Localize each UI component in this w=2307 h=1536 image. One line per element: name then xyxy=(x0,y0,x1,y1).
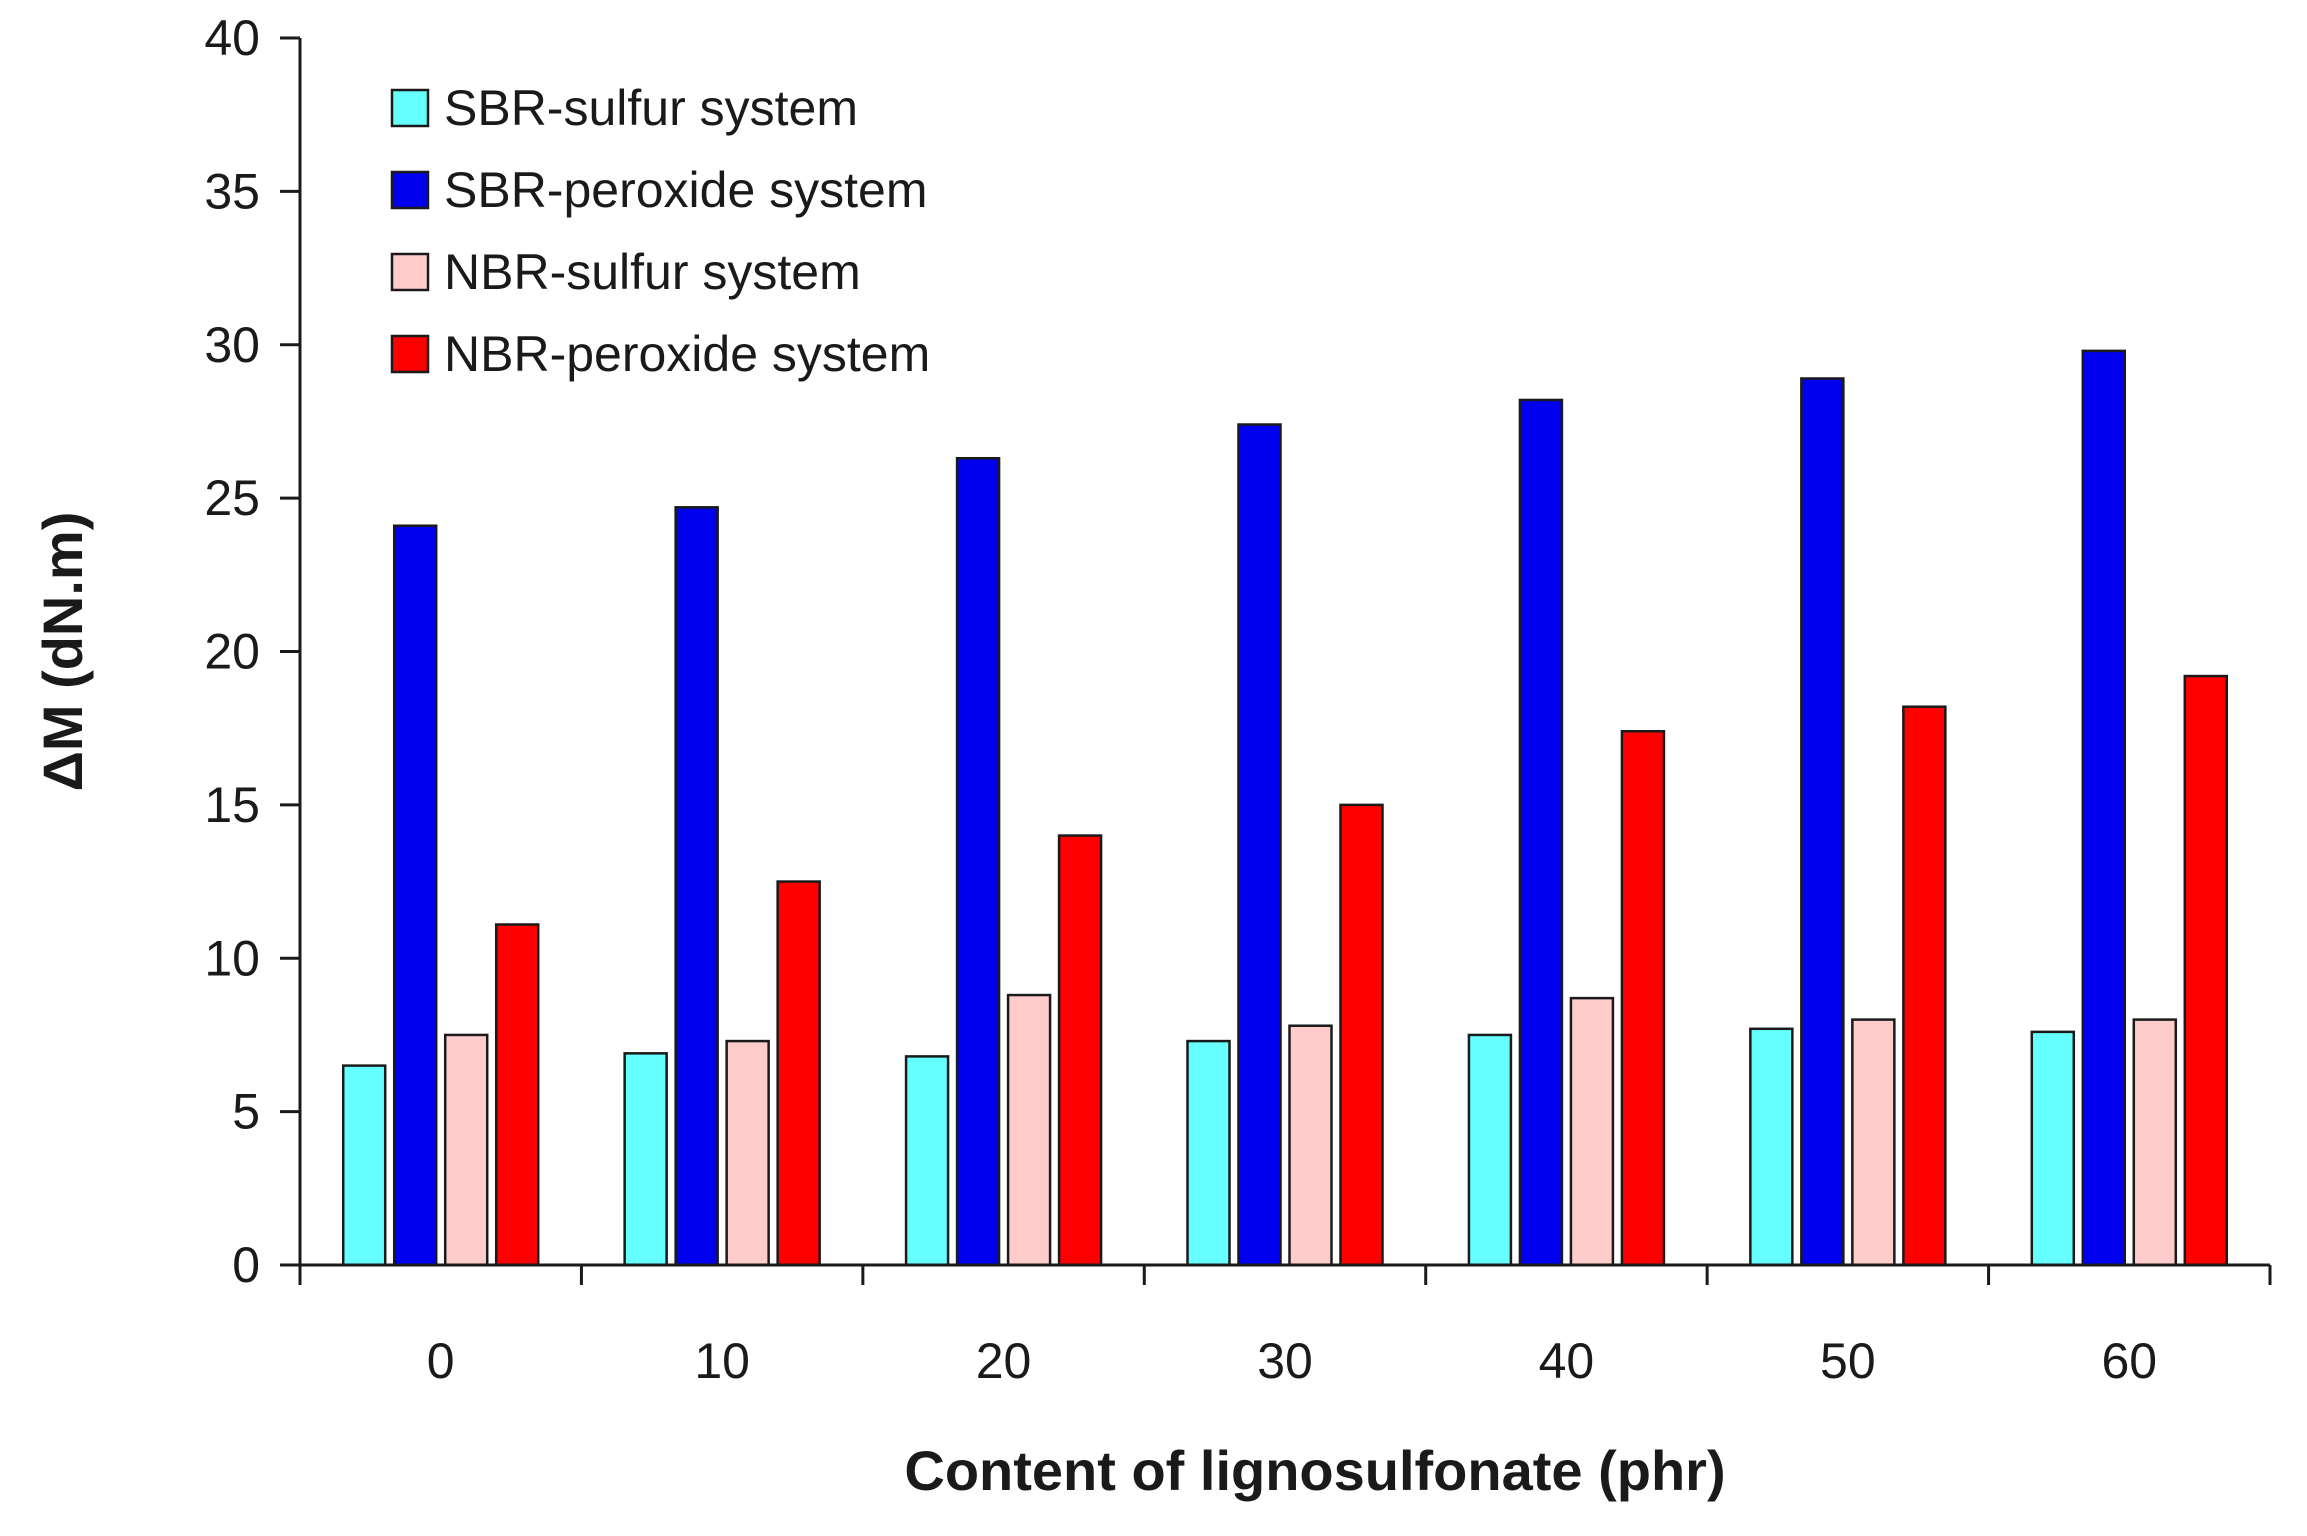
bar-sbr-peroxide-system-30 xyxy=(1237,423,1282,1267)
bar-sbr-sulfur-system-20 xyxy=(904,1055,950,1267)
x-tick-label: 10 xyxy=(694,1333,750,1389)
bars-layer xyxy=(341,349,2229,1267)
legend-label: SBR-peroxide system xyxy=(444,162,928,218)
legend-label: NBR-sulfur system xyxy=(444,244,861,300)
y-tick-label: 35 xyxy=(204,163,260,219)
bar-nbr-sulfur-system-10 xyxy=(725,1039,770,1267)
legend-item: SBR-peroxide system xyxy=(390,162,928,218)
y-tick-label: 20 xyxy=(204,624,260,680)
ticks-layer: 0 5 10 15 20 25 30 35 40 0 10 20 30 40 50 60 xyxy=(204,10,2272,1389)
y-axis-title: ΔM (dN.m) xyxy=(31,512,94,792)
bar-sbr-sulfur-system-50 xyxy=(1749,1027,1794,1267)
y-tick-label: 15 xyxy=(204,777,260,833)
x-tick-label: 60 xyxy=(2101,1333,2157,1389)
bar-sbr-sulfur-system-30 xyxy=(1186,1039,1231,1267)
bar-sbr-peroxide-system-40 xyxy=(1518,398,1564,1267)
legend-swatch xyxy=(390,88,430,128)
bar-nbr-sulfur-system-30 xyxy=(1288,1024,1333,1267)
bar-sbr-peroxide-system-60 xyxy=(2081,349,2127,1267)
x-tick-label: 20 xyxy=(976,1333,1032,1389)
bar-nbr-peroxide-system-10 xyxy=(776,880,821,1267)
bar-sbr-peroxide-system-20 xyxy=(955,456,1001,1267)
y-tick-label: 10 xyxy=(204,930,260,986)
x-axis-title: Content of lignosulfonate (phr) xyxy=(904,1439,1725,1502)
y-tick-label: 40 xyxy=(204,10,260,66)
legend-swatch xyxy=(390,252,430,292)
legend-item: NBR-peroxide system xyxy=(390,326,930,382)
y-tick-label: 25 xyxy=(204,470,260,526)
bar-sbr-sulfur-system-60 xyxy=(2030,1030,2076,1267)
bar-sbr-peroxide-system-50 xyxy=(1800,377,1845,1267)
bar-nbr-peroxide-system-50 xyxy=(1902,705,1947,1267)
bar-nbr-peroxide-system-40 xyxy=(1620,730,1666,1267)
x-tick-label: 30 xyxy=(1257,1333,1313,1389)
bar-nbr-sulfur-system-60 xyxy=(2132,1018,2178,1267)
bar-sbr-peroxide-system-10 xyxy=(674,506,719,1267)
legend: SBR-sulfur system SBR-peroxide system NBR-… xyxy=(390,80,930,382)
bar-sbr-sulfur-system-40 xyxy=(1467,1033,1513,1267)
bar-nbr-sulfur-system-50 xyxy=(1851,1018,1896,1267)
bar-sbr-peroxide-system-0 xyxy=(392,524,438,1267)
bar-nbr-peroxide-system-60 xyxy=(2183,674,2229,1267)
legend-item: NBR-sulfur system xyxy=(390,244,861,300)
y-tick-label: 0 xyxy=(232,1237,260,1293)
bar-nbr-sulfur-system-0 xyxy=(443,1033,489,1267)
bar-sbr-sulfur-system-0 xyxy=(341,1064,387,1267)
legend-swatch xyxy=(390,334,430,374)
bar-sbr-sulfur-system-10 xyxy=(623,1052,668,1267)
legend-swatch xyxy=(390,170,430,210)
x-tick-label: 0 xyxy=(427,1333,455,1389)
axes-layer xyxy=(298,38,2270,1267)
legend-label: SBR-sulfur system xyxy=(444,80,858,136)
y-tick-label: 5 xyxy=(232,1084,260,1140)
bar-nbr-sulfur-system-20 xyxy=(1006,993,1052,1267)
bar-nbr-peroxide-system-20 xyxy=(1057,834,1103,1267)
x-tick-label: 50 xyxy=(1820,1333,1876,1389)
legend-label: NBR-peroxide system xyxy=(444,326,930,382)
bar-nbr-peroxide-system-30 xyxy=(1339,803,1384,1267)
legend-item: SBR-sulfur system xyxy=(390,80,858,136)
bar-nbr-peroxide-system-0 xyxy=(494,923,540,1267)
y-tick-label: 30 xyxy=(204,317,260,373)
x-tick-label: 40 xyxy=(1539,1333,1595,1389)
bar-nbr-sulfur-system-40 xyxy=(1569,996,1615,1267)
